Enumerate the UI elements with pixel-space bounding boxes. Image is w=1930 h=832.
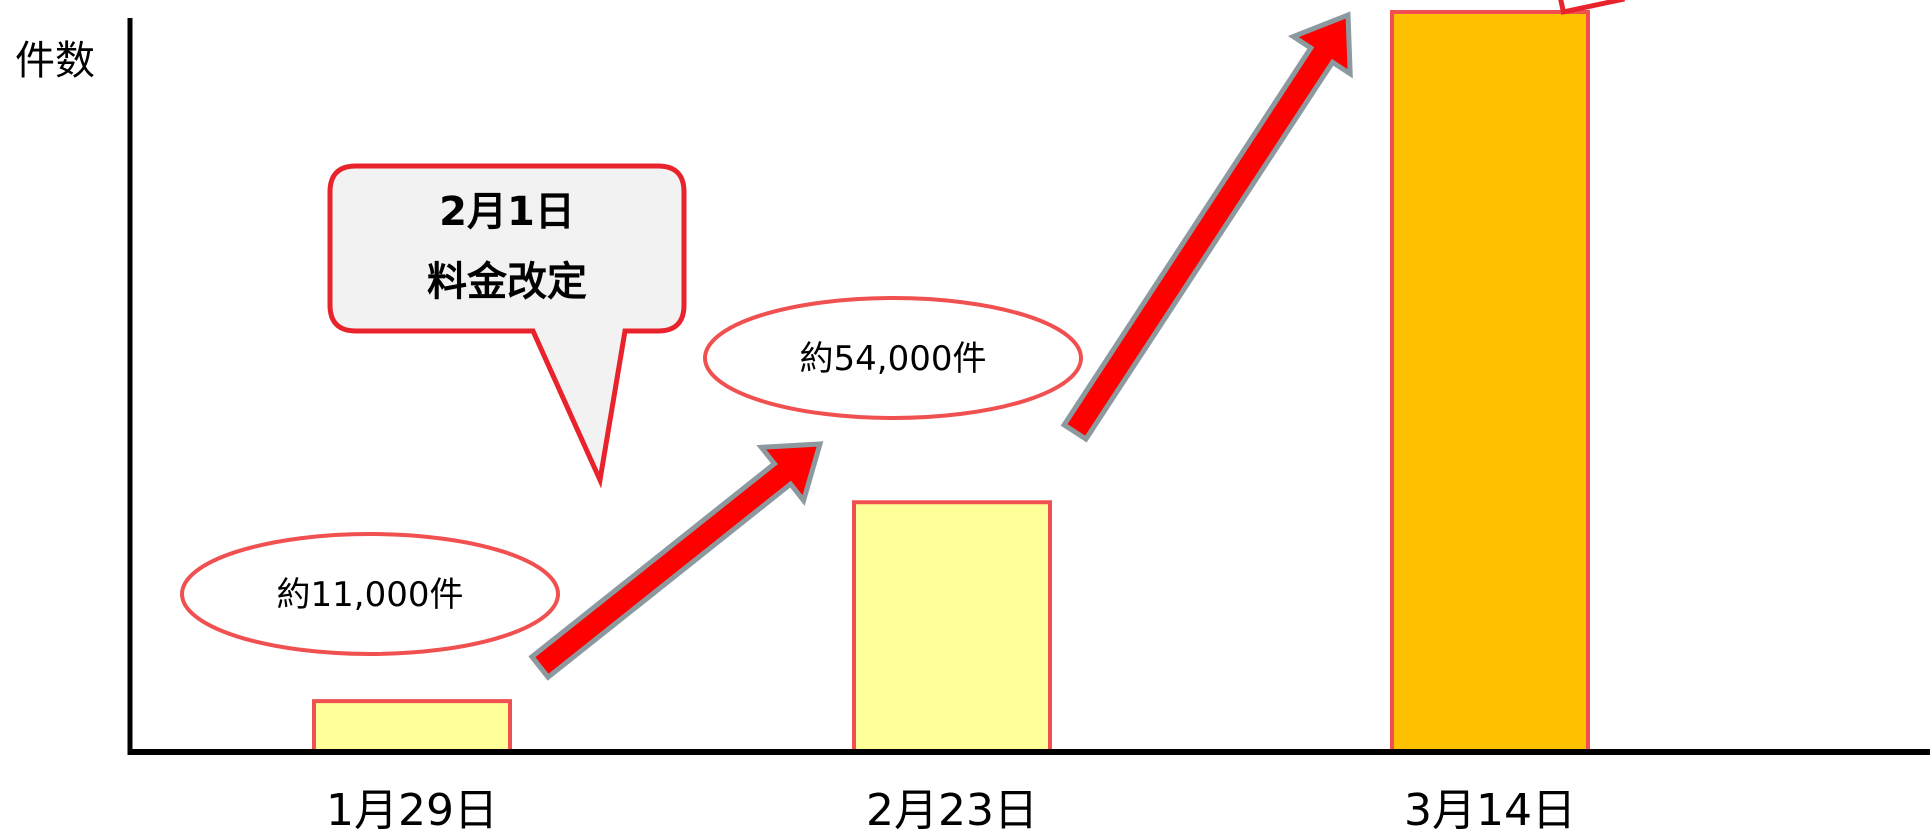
callout: 2月1日 料金改定 <box>327 163 687 489</box>
x-tick-label: 2月23日 <box>866 785 1038 832</box>
data-label-ellipse <box>703 296 1083 420</box>
y-axis-title: 件数 <box>15 38 95 84</box>
x-tick-label: 3月14日 <box>1404 785 1576 832</box>
x-tick-label: 1月29日 <box>326 785 498 832</box>
data-label-ellipse <box>180 532 560 656</box>
data-label-text: 約54,000件 <box>800 339 987 379</box>
callout-line-1: 2月1日 <box>439 189 575 235</box>
clipped-label-box <box>1554 0 1626 15</box>
callout-line-2: 料金改定 <box>427 259 587 305</box>
growth-arrow-2 <box>1060 11 1353 443</box>
bars <box>312 10 1590 754</box>
bar-3 <box>1390 10 1590 754</box>
bar-2 <box>852 500 1052 754</box>
data-label-text: 約11,000件 <box>277 575 464 615</box>
data-labels: 約11,000件 約54,000件 <box>180 296 1083 656</box>
x-tick-labels: 1月29日 2月23日 3月14日 <box>326 785 1576 832</box>
growth-arrow-1 <box>528 441 824 681</box>
bar-1 <box>312 699 512 754</box>
callout-bubble <box>327 163 687 489</box>
growth-arrows <box>528 11 1353 681</box>
